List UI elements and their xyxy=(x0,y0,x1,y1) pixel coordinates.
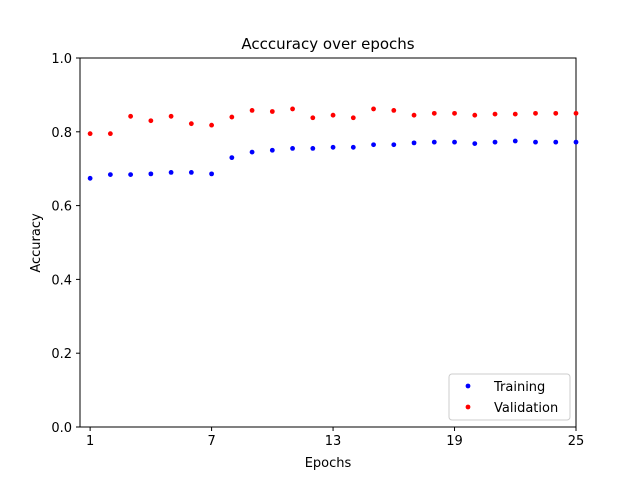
x-tick-label: 19 xyxy=(446,434,463,449)
training-point xyxy=(330,144,336,150)
training-point xyxy=(371,142,376,148)
validation-point xyxy=(249,107,255,113)
training-legend-marker xyxy=(465,383,471,389)
validation-point xyxy=(330,112,336,118)
validation-series xyxy=(87,106,579,137)
validation-point xyxy=(391,107,397,113)
validation-point xyxy=(573,110,579,116)
training-point xyxy=(391,142,397,148)
validation-point xyxy=(107,131,113,137)
validation-legend-label: Validation xyxy=(494,401,558,416)
plot-frame xyxy=(79,57,577,428)
validation-point xyxy=(350,115,356,121)
x-tick-label: 13 xyxy=(325,434,342,449)
training-point xyxy=(492,139,498,145)
training-legend-label: Training xyxy=(493,380,545,395)
training-point xyxy=(452,139,457,145)
training-point xyxy=(128,172,134,178)
training-point xyxy=(553,139,559,145)
validation-point xyxy=(452,110,457,116)
y-tick-label: 0.0 xyxy=(51,421,72,436)
legend: Training Validation xyxy=(448,373,571,421)
x-tick-label: 1 xyxy=(86,434,94,449)
training-point xyxy=(229,155,235,161)
validation-point xyxy=(87,131,93,137)
y-tick-label: 0.8 xyxy=(51,126,72,141)
training-point xyxy=(87,175,93,181)
validation-point xyxy=(148,118,154,124)
legend-box xyxy=(448,373,571,421)
training-point xyxy=(290,146,295,151)
validation-point xyxy=(128,113,134,119)
y-tick-label: 0.4 xyxy=(51,273,72,288)
axis-ticks: 1 7 13 19 25 0.0 0.2 0.4 0.6 0.8 1.0 xyxy=(51,52,584,449)
training-point xyxy=(107,172,113,178)
training-point xyxy=(269,147,275,153)
training-point xyxy=(350,144,356,150)
training-point xyxy=(310,146,316,151)
training-point xyxy=(209,171,214,177)
validation-point xyxy=(310,115,316,121)
validation-point xyxy=(512,111,518,117)
training-point xyxy=(411,140,417,146)
validation-point xyxy=(533,110,538,116)
validation-point xyxy=(229,114,235,120)
validation-point xyxy=(431,110,437,116)
training-point xyxy=(249,149,255,155)
validation-point xyxy=(553,110,559,116)
x-tick-label: 25 xyxy=(568,434,585,449)
validation-point xyxy=(209,122,214,128)
validation-point xyxy=(472,112,478,118)
training-point xyxy=(472,141,478,147)
training-point xyxy=(512,138,518,144)
training-point xyxy=(148,171,154,177)
training-point xyxy=(168,169,174,175)
training-point xyxy=(188,169,194,175)
y-tick-label: 0.6 xyxy=(51,200,72,215)
training-point xyxy=(431,139,437,145)
y-tick-label: 1.0 xyxy=(51,52,72,67)
validation-point xyxy=(290,106,295,112)
training-point xyxy=(573,139,579,145)
x-tick-label: 7 xyxy=(207,434,215,449)
training-point xyxy=(533,139,538,145)
y-tick-label: 0.2 xyxy=(51,347,72,362)
training-series xyxy=(87,138,579,181)
plot-area xyxy=(79,57,579,428)
validation-point xyxy=(371,106,376,112)
validation-legend-marker xyxy=(465,404,471,410)
validation-point xyxy=(188,121,194,127)
validation-point xyxy=(269,109,275,114)
validation-point xyxy=(411,112,417,118)
validation-point xyxy=(492,111,498,117)
y-axis-label: Accuracy xyxy=(29,213,44,273)
x-axis-label: Epochs xyxy=(305,456,352,471)
chart-title: Acccuracy over epochs xyxy=(241,35,414,53)
validation-point xyxy=(168,113,174,119)
